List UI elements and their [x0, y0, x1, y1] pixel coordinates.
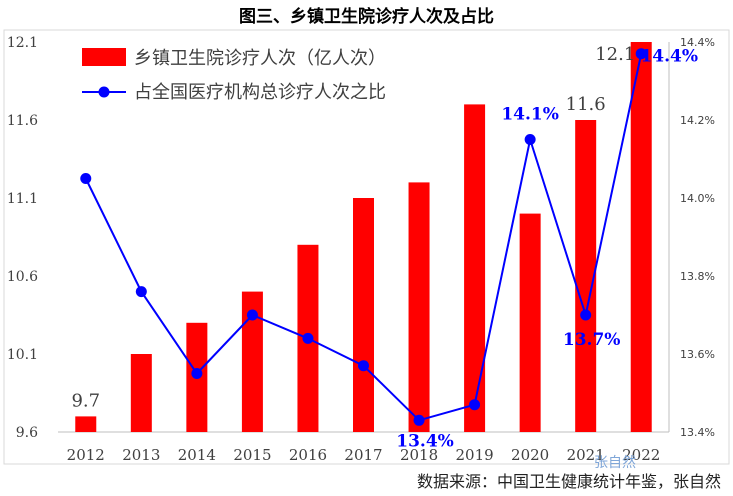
x-tick-label: 2014	[178, 446, 216, 464]
bar	[464, 104, 486, 433]
legend: 乡镇卫生院诊疗人次（亿人次） 占全国医疗机构总诊疗人次之比	[82, 48, 386, 103]
line-label: 14.4%	[640, 47, 698, 67]
line-series	[80, 48, 647, 426]
x-tick-label: 2012	[67, 446, 105, 464]
y-right-tick-label: 13.8%	[680, 270, 715, 283]
source-note: 数据来源：中国卫生健康统计年鉴，张自然	[416, 472, 721, 491]
line-point	[635, 48, 647, 60]
line-point	[135, 286, 147, 298]
x-tick-label: 2013	[122, 446, 160, 464]
line-point	[580, 309, 592, 321]
x-tick-label: 2017	[344, 446, 382, 464]
y-right-tick-label: 14.2%	[680, 114, 715, 127]
line-label: 13.4%	[396, 431, 454, 451]
y-right-tick-label: 14.4%	[680, 36, 715, 49]
line-point	[191, 368, 203, 379]
x-tick-label: 2020	[511, 446, 549, 464]
x-tick-label: 2016	[289, 446, 327, 464]
line-label: 14.1%	[501, 105, 559, 125]
x-tick-label: 2015	[233, 446, 271, 464]
plot-frame	[3, 29, 730, 465]
bar	[408, 182, 430, 432]
line-point	[524, 134, 536, 145]
bar	[353, 198, 374, 432]
y-left-tick-label: 11.1	[7, 191, 38, 207]
bar	[75, 416, 97, 432]
bar-label: 11.6	[566, 94, 606, 115]
line-point	[469, 399, 481, 411]
bar	[519, 213, 541, 432]
y-right-tick-label: 14.0%	[680, 192, 715, 205]
legend-swatch-bar	[82, 48, 126, 66]
data-labels: 9.7 11.6 12.1 13.4% 14.1% 13.7% 14.4%	[71, 44, 698, 451]
y-right-tick-label: 13.6%	[680, 348, 715, 361]
line-label: 13.7%	[563, 330, 621, 350]
x-tick-label: 2021	[567, 446, 605, 464]
chart-title: 图三、乡镇卫生院诊疗人次及占比	[239, 7, 494, 27]
legend-swatch-point	[98, 86, 110, 98]
line-point	[246, 309, 258, 321]
y-left-tick-label: 10.6	[7, 269, 38, 285]
line-point	[358, 360, 369, 372]
legend-label-bar: 乡镇卫生院诊疗人次（亿人次）	[134, 48, 386, 69]
bar	[241, 291, 263, 432]
bar-label: 9.7	[71, 390, 100, 411]
x-tick-label: 2019	[455, 446, 493, 464]
bar	[575, 120, 597, 432]
y-left-tick-label: 10.1	[7, 347, 38, 363]
bar	[130, 354, 152, 432]
line-point	[413, 414, 425, 426]
y-right-tick-label: 13.4%	[680, 426, 715, 439]
bar	[630, 42, 652, 432]
y-left-tick-label: 11.6	[7, 113, 38, 129]
legend-label-line: 占全国医疗机构总诊疗人次之比	[134, 82, 386, 103]
x-tick-label: 2018	[400, 446, 438, 464]
line-point	[80, 173, 92, 184]
line-point	[302, 332, 314, 344]
bar-label: 12.1	[595, 44, 635, 65]
y-left-tick-label: 12.1	[7, 35, 38, 51]
watermark: 张自然	[594, 455, 636, 471]
axes: 9.6 10.1 10.6 11.1 11.6 12.1 13.4% 13.6% 13.8% 14…	[7, 35, 715, 464]
x-tick-label: 2022	[622, 446, 660, 464]
y-left-tick-label: 9.6	[16, 425, 38, 441]
